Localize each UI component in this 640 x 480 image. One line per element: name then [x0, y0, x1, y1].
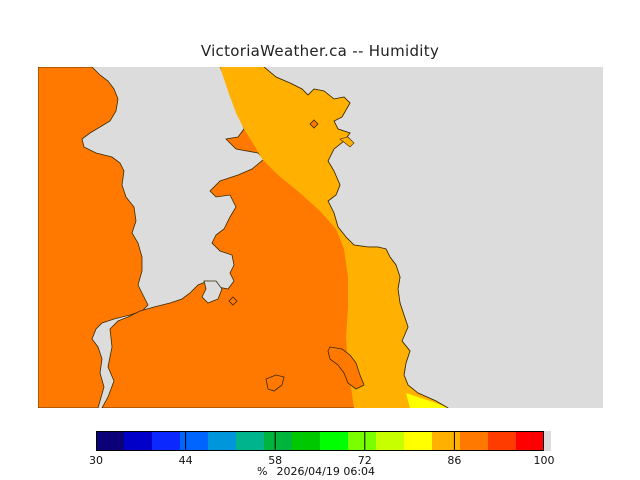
unit-label: % — [257, 465, 268, 478]
colorbar-segment — [236, 431, 265, 451]
colorbar-segment — [460, 431, 489, 451]
colorbar-segment — [516, 431, 545, 451]
colorbar-segment — [432, 431, 461, 451]
colorbar-frame — [96, 431, 544, 451]
colorbar-tick-label: 86 — [447, 454, 462, 467]
colorbar-segment — [376, 431, 405, 451]
colorbar-segment — [96, 431, 125, 451]
colorbar — [96, 431, 551, 451]
colorbar-segment — [488, 431, 517, 451]
humidity-band-82-86 — [220, 67, 448, 408]
island-james — [327, 346, 365, 390]
colorbar-segment — [124, 431, 153, 451]
humidity-band-yellow — [406, 393, 448, 408]
colorbar-segment — [208, 431, 237, 451]
inlet — [201, 280, 223, 304]
timestamp: 2026/04/19 06:04 — [276, 465, 376, 478]
station-marker-north — [309, 119, 319, 129]
humidity-map — [38, 67, 603, 408]
west-land — [38, 67, 149, 408]
colorbar-end-segment — [544, 431, 551, 451]
colorbar-segment — [404, 431, 433, 451]
chart-title: VictoriaWeather.ca -- Humidity — [200, 42, 440, 60]
colorbar-tick-label: 100 — [533, 454, 555, 467]
colorbar-tick-label: 30 — [89, 454, 103, 467]
colorbar-segment — [292, 431, 321, 451]
east-coastline — [263, 67, 449, 408]
colorbar-segment — [152, 431, 181, 451]
colorbar-tick-label: 58 — [268, 454, 283, 467]
station-marker-south — [228, 296, 238, 306]
colorbar-segment — [320, 431, 349, 451]
colorbar-segment — [264, 431, 293, 451]
colorbar-tick-label: 44 — [178, 454, 193, 467]
colorbar-segment — [348, 431, 377, 451]
footer: % 2026/04/19 06:04 — [257, 465, 384, 478]
island-small-2 — [339, 136, 355, 148]
colorbar-tick-label: 72 — [357, 454, 372, 467]
colorbar-segment — [180, 431, 209, 451]
island-small-1 — [265, 374, 285, 392]
